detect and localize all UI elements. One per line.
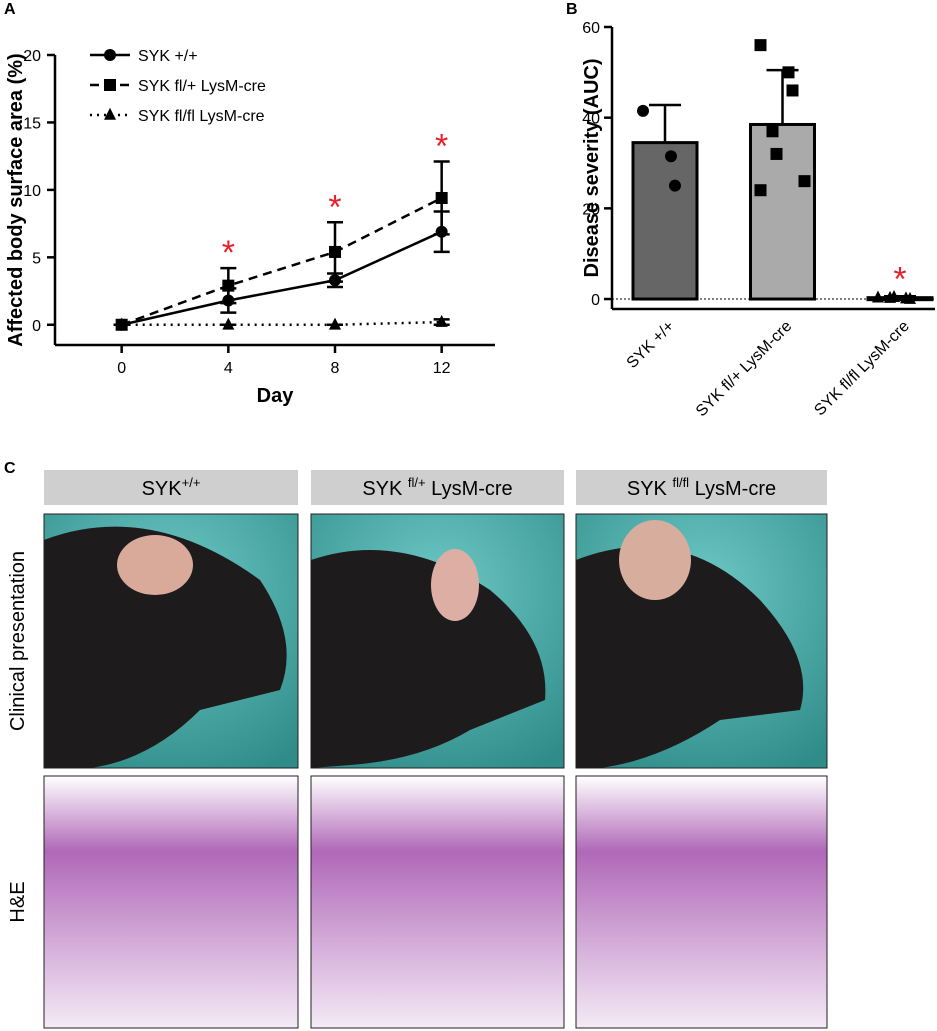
marker [904, 291, 916, 304]
header-base: SYK [362, 478, 408, 500]
marker [888, 290, 900, 303]
mouse [44, 526, 287, 768]
histology [575, 775, 828, 1029]
y-tick-label: 5 [32, 250, 41, 267]
x-tick-label: 4 [224, 360, 233, 377]
ear [619, 520, 691, 600]
ear [431, 549, 479, 621]
marker [754, 184, 767, 197]
marker [754, 39, 767, 52]
panel-c: C SYK+/+ SYK fl/+ LysM-cre SYK fl/fl LysM-… [4, 460, 828, 1029]
x-tick-label: 0 [117, 360, 126, 377]
y-tick-label: 0 [32, 318, 41, 335]
y-tick-label: 15 [23, 115, 41, 132]
marker [329, 317, 341, 330]
series-line [121, 230, 443, 326]
marker [669, 179, 681, 192]
column-header: SYK fl/+ LysM-cre [362, 475, 512, 500]
y-tick-label: 60 [582, 20, 600, 37]
histology-row [43, 775, 828, 1029]
header-suffix: LysM-cre [426, 478, 513, 500]
series-line [121, 196, 443, 326]
legend-label: SYK fl/+ LysM-cre [138, 78, 266, 95]
header-suffix: LysM-cre [689, 478, 776, 500]
bar [866, 296, 934, 302]
row-label: Clinical presentation [7, 551, 29, 731]
histology [43, 775, 299, 1029]
y-tick-label: 20 [582, 201, 600, 218]
marker [435, 191, 448, 204]
ear [117, 535, 193, 595]
error-bar [649, 103, 681, 143]
significance: * [222, 234, 235, 272]
y-tick-label: 10 [23, 183, 41, 200]
marker [115, 317, 128, 330]
marker [798, 175, 811, 188]
header-sup: fl/+ [408, 475, 426, 490]
photo-row [43, 513, 828, 769]
panel-letter: B [566, 1, 578, 18]
marker [222, 317, 235, 330]
marker [782, 66, 795, 79]
marker [637, 104, 649, 117]
header-base: SYK [627, 478, 673, 500]
marker [872, 290, 884, 303]
row-label: H&E [7, 881, 29, 922]
y-tick-label: 0 [591, 292, 600, 309]
header-base: SYK [142, 478, 183, 500]
column-header: SYK fl/fl LysM-cre [627, 475, 776, 500]
marker [770, 147, 783, 160]
y-axis-label: Affected body surface area (%) [5, 53, 27, 346]
x-tick-label: SYK +/+ [624, 318, 678, 372]
x-tick-label: SYK fl/+ LysM-cre [693, 318, 796, 421]
header-sup: fl/fl [672, 475, 689, 490]
column-header-bg [576, 470, 827, 505]
column-header: SYK+/+ [142, 475, 201, 500]
y-tick-label: 20 [23, 48, 41, 65]
y-tick-label: 40 [582, 111, 600, 128]
series-line [121, 320, 442, 327]
marker [665, 150, 677, 163]
marker [222, 279, 235, 292]
x-tick-label: 8 [331, 360, 340, 377]
significance: * [328, 188, 341, 226]
marker [766, 125, 779, 138]
significance: * [435, 128, 448, 166]
column-header-bg [311, 470, 564, 505]
header-sup: +/+ [182, 475, 201, 490]
y-axis-label: Disease severity (AUC) [581, 59, 603, 278]
legend-label: SYK fl/fl LysM-cre [138, 108, 265, 125]
marker [435, 314, 448, 327]
x-axis-label: Day [257, 385, 295, 407]
marker [104, 49, 116, 61]
bar [631, 141, 699, 301]
significance: * [893, 260, 906, 298]
marker [104, 107, 116, 120]
column-header-bg [44, 470, 298, 505]
x-tick-label: SYK fl/fl LysM-cre [811, 318, 913, 420]
marker [104, 79, 116, 91]
mouse [311, 550, 546, 768]
legend-label: SYK +/+ [138, 48, 198, 65]
panel-letter: C [4, 460, 16, 477]
mouse [576, 546, 804, 768]
panel-letter: A [4, 1, 16, 18]
histology [310, 775, 565, 1029]
marker [786, 84, 799, 97]
marker [329, 245, 341, 258]
x-tick-label: 12 [433, 360, 451, 377]
